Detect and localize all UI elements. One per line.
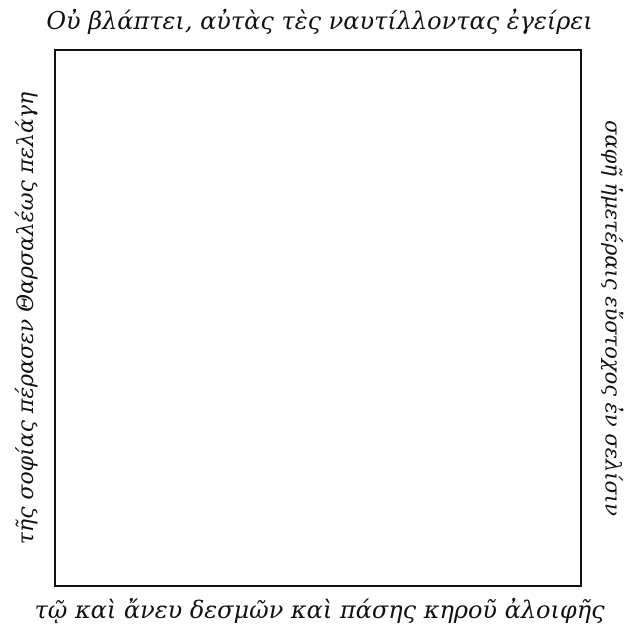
top-caption: Οὐ βλάπτει, αὐτὰς τὲς ναυτίλλοντας ἐγείρ… [46,7,593,35]
empty-frame [54,49,582,587]
left-caption: τῆς σοφίας πέρασεν Θαρσαλέως πελάγη [14,91,39,545]
bottom-caption: τῷ καὶ ἄνευ δεσμῶν καὶ πάσης κηροῦ ἀλοιφ… [34,596,605,624]
right-caption: σαφῆ ἡμετέραις εὔστοχος ἐν σελίσιν [600,120,625,516]
